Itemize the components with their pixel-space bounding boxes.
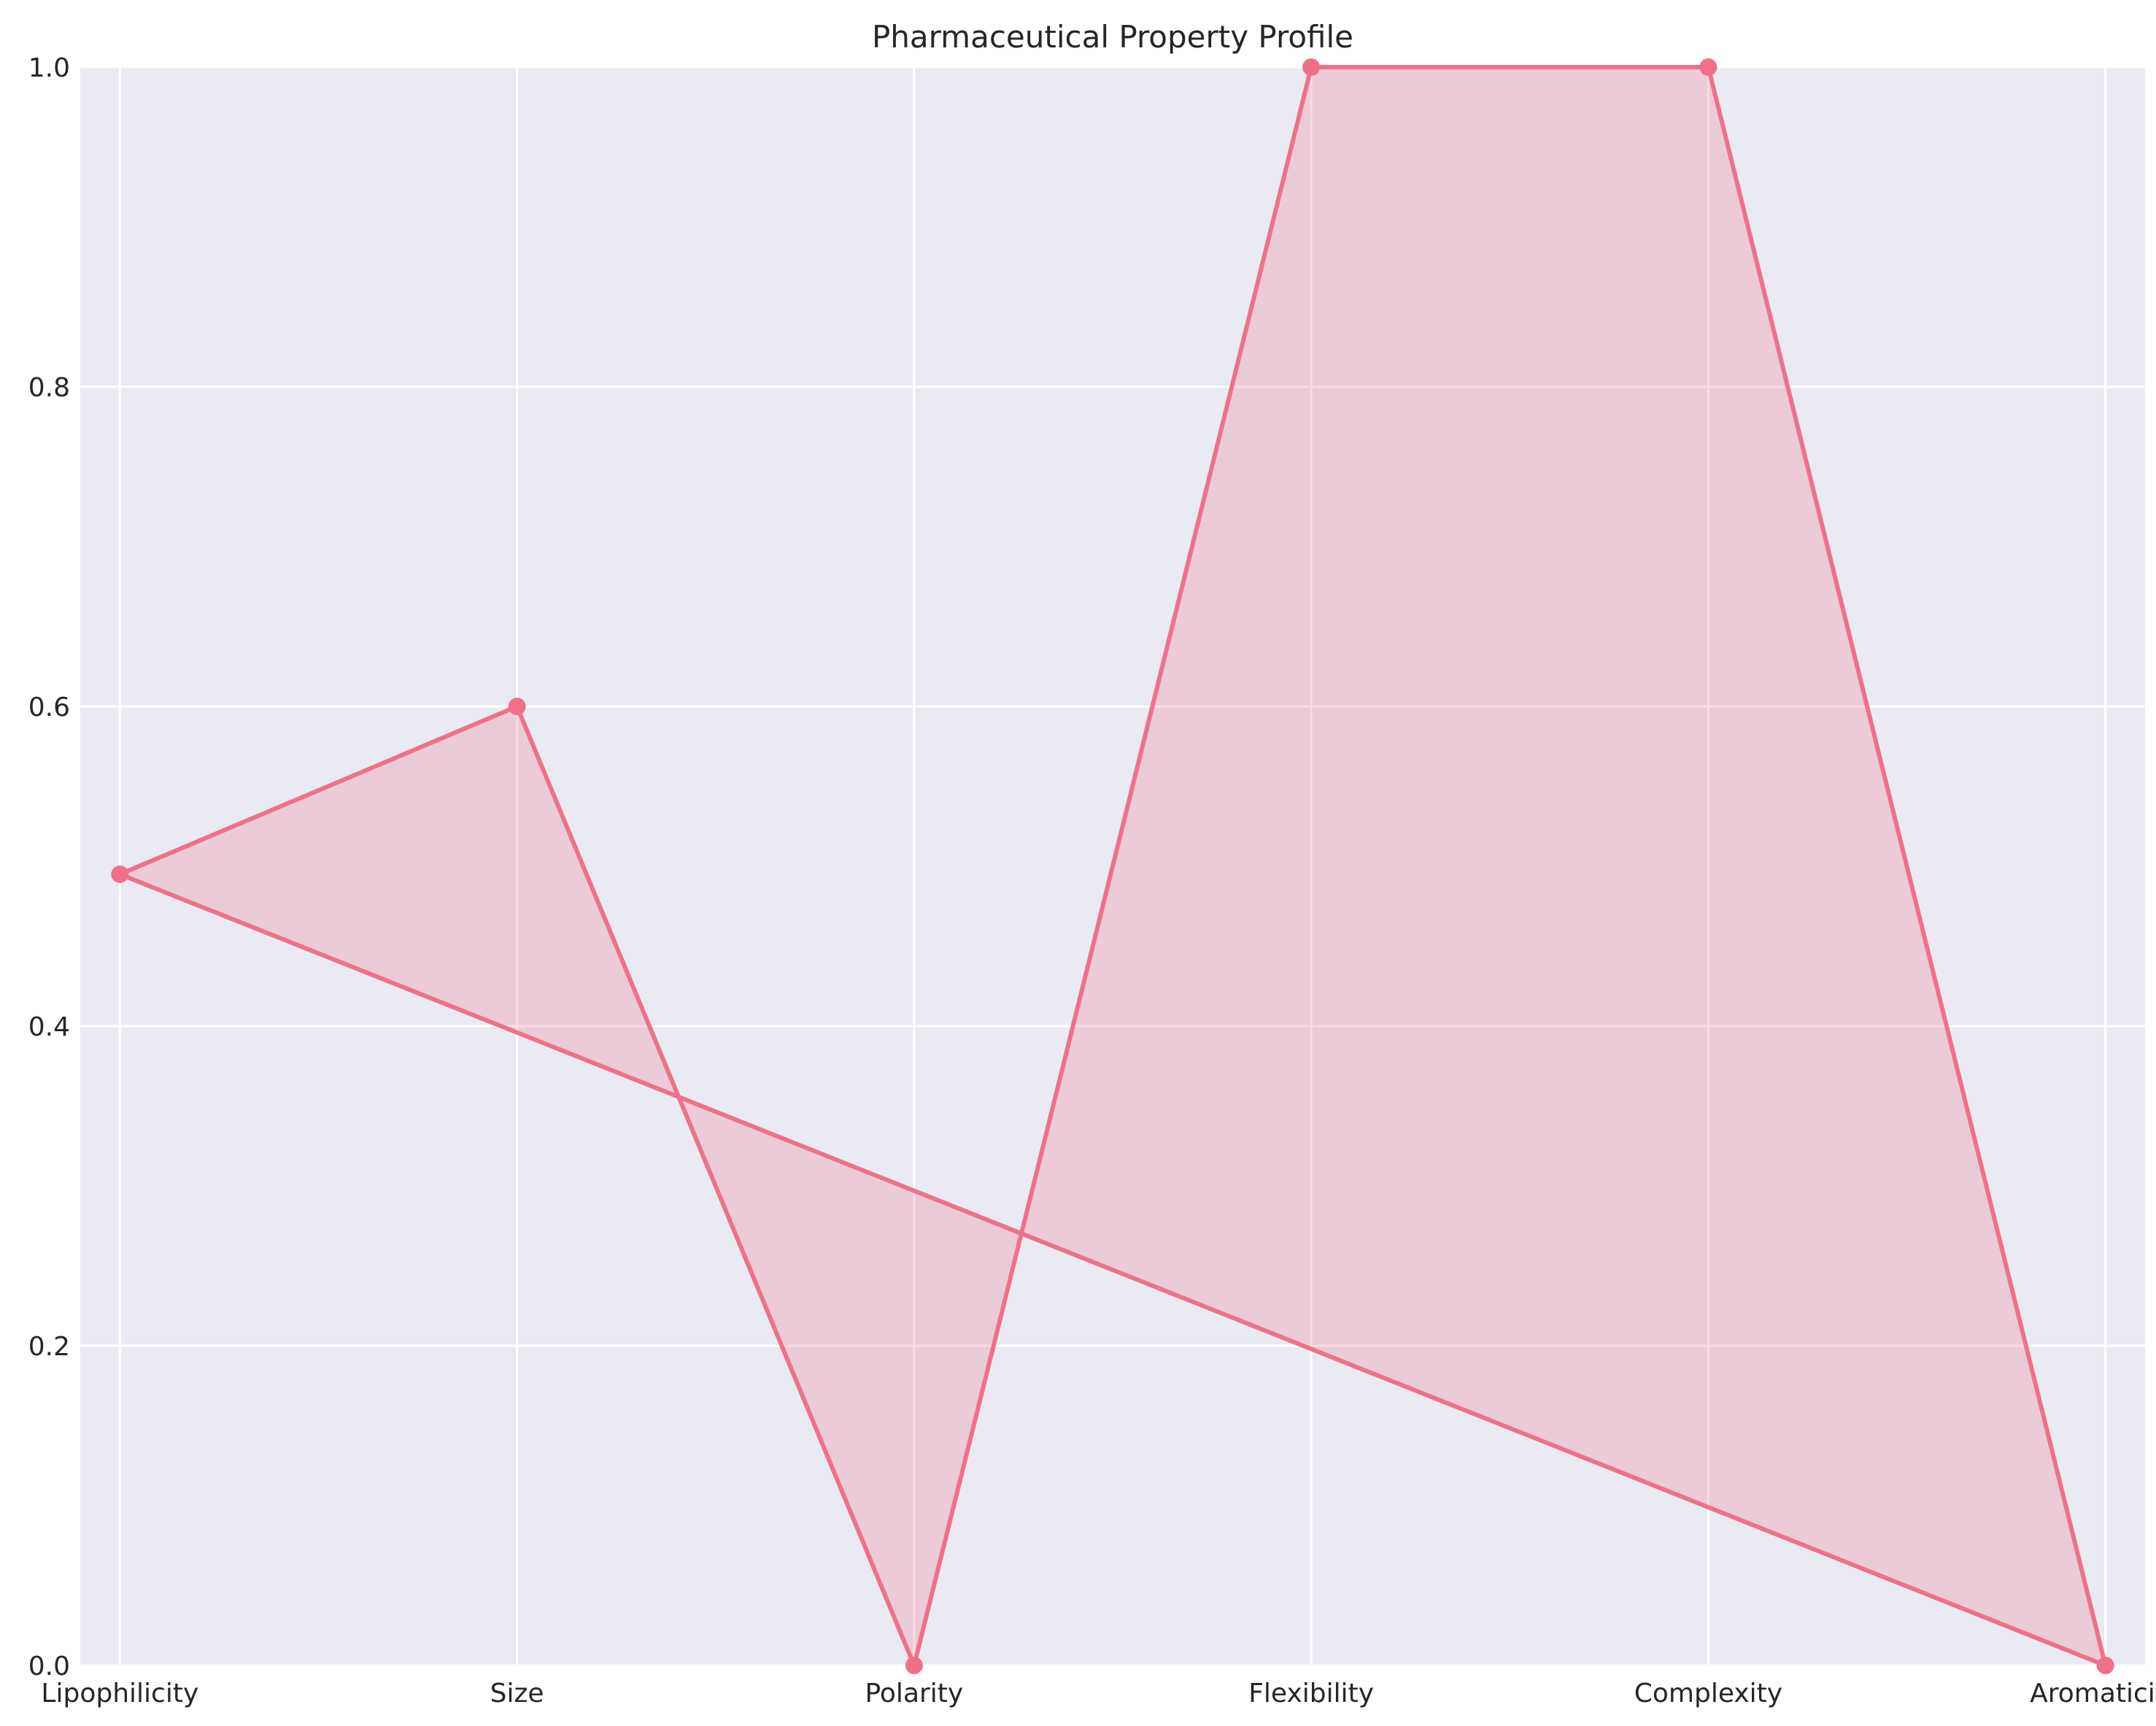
x-axis: Lipophilicity Size Polarity Flexibility Comp… <box>41 1679 2156 1708</box>
data-point <box>508 698 526 715</box>
chart-title: Pharmaceutical Property Profile <box>872 19 1353 55</box>
y-axis: 0.0 0.2 0.4 0.6 0.8 1.0 <box>28 53 70 1681</box>
x-tick-label: Complexity <box>1634 1679 1782 1708</box>
y-tick-label: 1.0 <box>28 53 70 83</box>
y-tick-label: 0.0 <box>28 1652 70 1681</box>
y-tick-label: 0.4 <box>28 1012 70 1042</box>
x-tick-label: Lipophilicity <box>41 1679 198 1708</box>
data-point <box>1699 58 1718 76</box>
data-point <box>2096 1657 2114 1674</box>
y-tick-label: 0.2 <box>28 1332 70 1362</box>
x-tick-label: Flexibility <box>1248 1679 1374 1708</box>
grid <box>80 66 2145 1667</box>
data-point <box>1302 58 1321 76</box>
x-tick-label: Size <box>490 1679 544 1708</box>
x-tick-label: Polarity <box>865 1679 963 1708</box>
series-layer <box>111 58 2114 1674</box>
data-point <box>905 1657 923 1674</box>
y-tick-label: 0.6 <box>28 693 70 723</box>
x-tick-label: Aromaticity <box>2030 1679 2156 1708</box>
y-tick-label: 0.8 <box>28 373 70 403</box>
data-point <box>111 865 129 883</box>
